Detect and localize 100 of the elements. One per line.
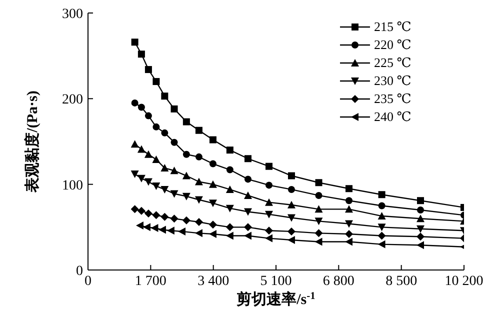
point — [144, 178, 152, 186]
point — [264, 226, 273, 235]
point — [208, 200, 217, 208]
point — [152, 155, 160, 163]
point — [144, 112, 152, 120]
legend-label: 220 ℃ — [374, 36, 412, 54]
point — [170, 190, 178, 198]
point — [315, 179, 322, 186]
point — [226, 185, 234, 193]
x-tick-label: 3 400 — [198, 274, 230, 289]
point — [265, 162, 272, 170]
point — [314, 238, 322, 246]
point — [244, 176, 252, 183]
point — [138, 104, 145, 111]
x-tick-label: 1 700 — [134, 274, 166, 289]
legend-label: 230 ℃ — [374, 72, 412, 90]
point — [344, 230, 353, 238]
point — [138, 50, 145, 58]
point — [170, 138, 178, 146]
point — [194, 229, 202, 238]
point — [244, 223, 252, 232]
point — [182, 216, 190, 224]
point — [226, 146, 234, 154]
point — [195, 153, 202, 160]
point — [244, 208, 252, 216]
y-tick-label: 300 — [62, 6, 83, 22]
point — [161, 92, 168, 100]
point — [144, 209, 152, 218]
point — [378, 240, 386, 248]
point — [142, 223, 150, 232]
point — [417, 206, 424, 214]
point — [209, 136, 216, 144]
point — [182, 118, 190, 126]
point — [287, 227, 296, 236]
y-tick-label: 0 — [76, 264, 83, 279]
point — [378, 212, 386, 220]
point — [144, 150, 152, 158]
point — [130, 140, 139, 148]
point — [182, 172, 190, 180]
point — [315, 192, 322, 199]
legend-label: 240 ℃ — [374, 108, 412, 126]
point — [160, 212, 169, 221]
point — [178, 227, 186, 236]
point — [130, 170, 139, 178]
point — [136, 221, 144, 230]
point — [209, 160, 216, 168]
point — [287, 200, 296, 208]
point — [417, 197, 424, 204]
x-tick-label: 10 200 — [444, 274, 484, 289]
point — [182, 192, 190, 200]
point — [208, 220, 217, 229]
point — [208, 180, 217, 188]
point — [160, 186, 169, 194]
point — [378, 224, 386, 232]
point — [345, 185, 352, 192]
x-tick-label: 8 500 — [386, 274, 418, 289]
point — [152, 123, 160, 130]
point — [244, 232, 252, 240]
point — [314, 218, 323, 226]
point — [152, 211, 160, 220]
y-tick-label: 100 — [62, 178, 83, 194]
point — [226, 223, 234, 232]
legend-label: 235 ℃ — [374, 90, 412, 108]
point — [287, 236, 295, 244]
point — [194, 196, 203, 204]
point — [264, 198, 273, 206]
y-axis-title: 表观黏度/(Pa·s) — [23, 90, 42, 194]
point — [152, 182, 160, 190]
point — [378, 232, 386, 240]
point — [344, 238, 352, 246]
point — [264, 234, 272, 242]
point — [416, 232, 424, 241]
point — [130, 205, 139, 214]
point — [195, 126, 202, 134]
point — [416, 241, 424, 250]
point — [226, 232, 234, 240]
point — [287, 214, 296, 222]
point — [265, 182, 272, 189]
point — [226, 204, 234, 212]
point — [182, 150, 190, 158]
point — [194, 178, 203, 186]
point — [244, 191, 252, 199]
point — [137, 206, 146, 215]
point — [344, 220, 353, 228]
point — [416, 214, 424, 222]
point — [160, 164, 169, 172]
point — [416, 225, 424, 233]
y-tick-label: 200 — [62, 92, 83, 108]
point — [345, 197, 352, 204]
point — [244, 155, 252, 162]
legend-label: 225 ℃ — [374, 54, 412, 72]
x-axis-title: 剪切速率/s$^{-1}$ — [236, 290, 316, 308]
point — [137, 145, 146, 153]
point — [288, 172, 295, 180]
point — [131, 99, 138, 106]
point — [150, 224, 158, 232]
point — [170, 105, 178, 112]
point — [158, 226, 166, 234]
point — [194, 218, 203, 226]
point — [144, 66, 152, 74]
